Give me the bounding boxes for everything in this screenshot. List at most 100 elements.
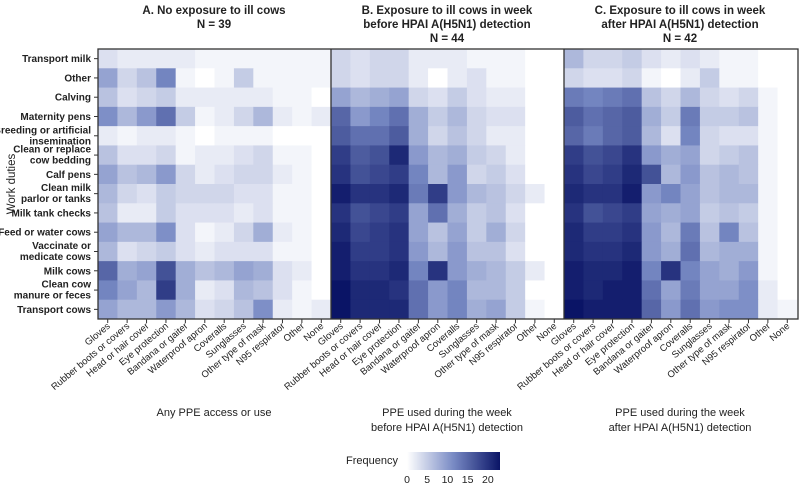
heatmap-cell bbox=[564, 184, 584, 204]
heatmap-cell bbox=[369, 126, 390, 146]
heatmap-cell bbox=[117, 203, 138, 223]
heatmap-cell bbox=[661, 68, 681, 88]
heatmap-cell bbox=[525, 106, 545, 127]
row-label: Feed or water cows bbox=[0, 228, 91, 239]
heatmap-cell bbox=[447, 203, 468, 223]
heatmap-cell bbox=[311, 126, 332, 146]
heatmap-cell bbox=[253, 164, 274, 185]
heatmap-cell bbox=[466, 222, 487, 243]
heatmap-cell bbox=[117, 299, 138, 320]
heatmap-cell bbox=[331, 164, 351, 185]
heatmap-cell bbox=[214, 164, 235, 185]
heatmap-cell bbox=[369, 106, 390, 127]
heatmap-cell bbox=[583, 87, 604, 108]
heatmap-cell bbox=[408, 106, 429, 127]
heatmap-cell bbox=[447, 68, 468, 88]
heatmap-cell bbox=[272, 49, 293, 69]
heatmap-cell bbox=[544, 126, 565, 146]
heatmap-cell bbox=[583, 126, 604, 146]
heatmap-cell bbox=[389, 87, 410, 108]
heatmap-cell bbox=[408, 87, 429, 108]
heatmap-cell bbox=[350, 164, 371, 185]
heatmap-cell bbox=[350, 261, 371, 281]
heatmap-cell bbox=[486, 241, 507, 262]
heatmap-cell bbox=[738, 184, 759, 204]
heatmap-cell bbox=[350, 203, 371, 223]
heatmap-cell bbox=[369, 68, 390, 88]
heatmap-cell bbox=[389, 261, 410, 281]
heatmap-cell bbox=[583, 68, 604, 88]
heatmap-cell bbox=[156, 164, 177, 185]
heatmap-cell bbox=[505, 241, 526, 262]
heatmap-cell bbox=[214, 49, 235, 69]
heatmap-cell bbox=[195, 49, 215, 69]
heatmap-cell bbox=[758, 241, 778, 262]
heatmap-cell bbox=[311, 299, 332, 320]
heatmap-cell bbox=[136, 164, 157, 185]
heatmap-cell bbox=[117, 241, 138, 262]
heatmap-cell bbox=[583, 106, 604, 127]
heatmap-cell bbox=[195, 126, 215, 146]
heatmap-cell bbox=[331, 87, 351, 108]
heatmap-cell bbox=[777, 184, 798, 204]
heatmap-cell bbox=[331, 184, 351, 204]
heatmap-cell bbox=[544, 145, 565, 166]
heatmap-cell bbox=[195, 184, 215, 204]
heatmap-cell bbox=[525, 299, 545, 320]
heatmap-cell bbox=[583, 203, 604, 223]
row-label: Calving bbox=[55, 93, 91, 104]
heatmap-cell bbox=[214, 222, 235, 243]
heatmap-cell bbox=[758, 184, 778, 204]
heatmap-cell bbox=[253, 49, 274, 69]
heatmap-cell bbox=[641, 203, 662, 223]
heatmap-cell bbox=[602, 145, 623, 166]
column-label: Other bbox=[515, 321, 540, 345]
heatmap-cell bbox=[699, 145, 720, 166]
heatmap-cell bbox=[719, 241, 740, 262]
heatmap-cell bbox=[447, 222, 468, 243]
heatmap-cell bbox=[564, 222, 584, 243]
heatmap-cell bbox=[389, 68, 410, 88]
heatmap-cell bbox=[641, 106, 662, 127]
heatmap-cell bbox=[428, 222, 448, 243]
heatmap-cell bbox=[195, 164, 215, 185]
heatmap-cell bbox=[214, 203, 235, 223]
heatmap-cell bbox=[564, 49, 584, 69]
heatmap-cell bbox=[777, 261, 798, 281]
heatmap-cell bbox=[486, 261, 507, 281]
heatmap-cell bbox=[214, 106, 235, 127]
heatmap-cell bbox=[525, 126, 545, 146]
heatmap-cell bbox=[466, 87, 487, 108]
heatmap-cell bbox=[311, 184, 332, 204]
heatmap-cell bbox=[214, 68, 235, 88]
heatmap-cell bbox=[136, 184, 157, 204]
heatmap-cell bbox=[272, 261, 293, 281]
heatmap-cell bbox=[253, 261, 274, 281]
heatmap-cell bbox=[505, 106, 526, 127]
heatmap-cell bbox=[719, 68, 740, 88]
heatmap-cell bbox=[486, 126, 507, 146]
heatmap-cell bbox=[98, 87, 118, 108]
heatmap-cell bbox=[389, 49, 410, 69]
heatmap-cell bbox=[214, 184, 235, 204]
heatmap-cell bbox=[661, 184, 681, 204]
heatmap-cell bbox=[331, 106, 351, 127]
heatmap-cell bbox=[758, 126, 778, 146]
heatmap-cell bbox=[311, 261, 332, 281]
heatmap-cell bbox=[117, 222, 138, 243]
heatmap-cell bbox=[758, 222, 778, 243]
heatmap-cell bbox=[350, 280, 371, 301]
heatmap-cell bbox=[156, 87, 177, 108]
heatmap-cell bbox=[253, 126, 274, 146]
heatmap-cell bbox=[661, 203, 681, 223]
row-label: Calf pens bbox=[46, 170, 91, 181]
heatmap-cell bbox=[486, 145, 507, 166]
heatmap-cell bbox=[486, 203, 507, 223]
panel-caption: PPE used during the week bbox=[615, 407, 745, 419]
heatmap-cell bbox=[777, 241, 798, 262]
heatmap-cell bbox=[428, 106, 448, 127]
heatmap-cell bbox=[369, 203, 390, 223]
panel-caption: PPE used during the week bbox=[382, 407, 512, 419]
heatmap-cell bbox=[699, 299, 720, 320]
